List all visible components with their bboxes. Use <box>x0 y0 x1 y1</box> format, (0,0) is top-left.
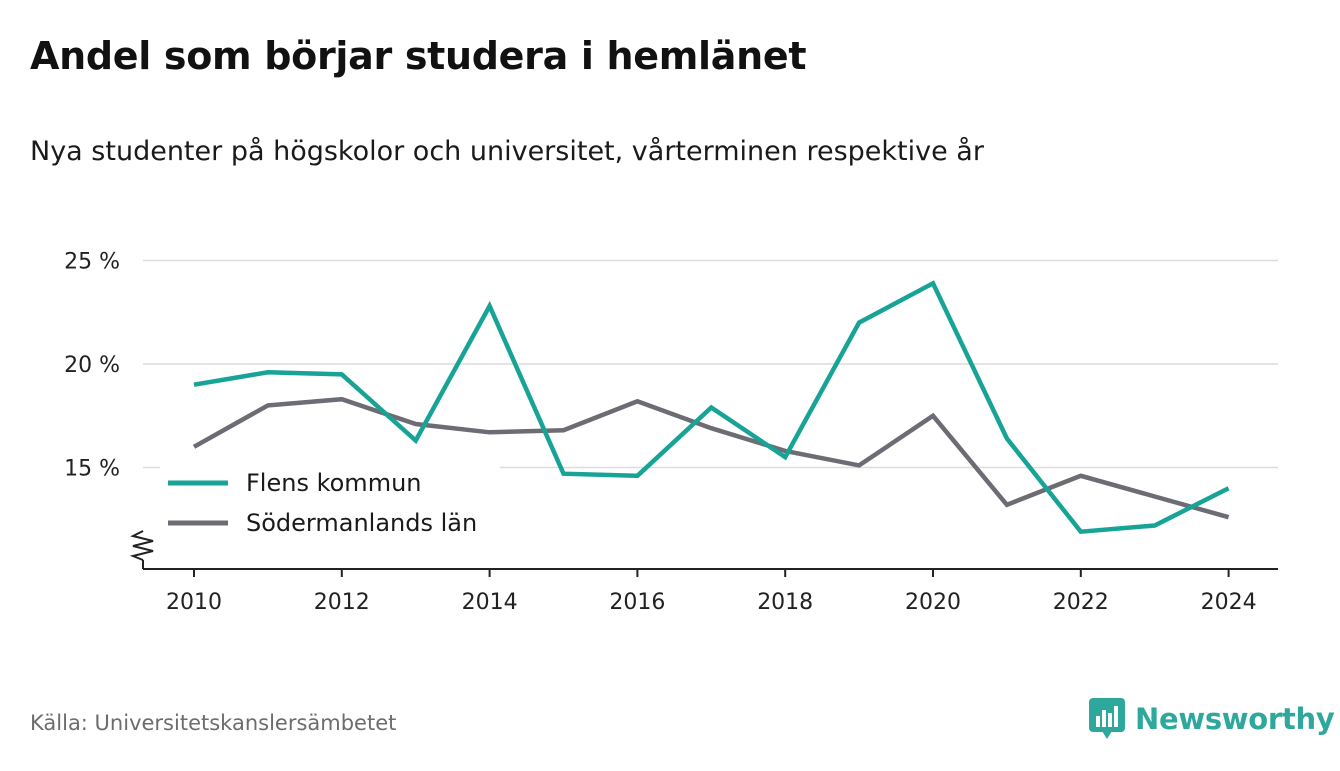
chart-title: Andel som börjar studera i hemlänet <box>30 34 807 78</box>
y-tick-label: 15 % <box>64 457 120 482</box>
x-tick-label: 2010 <box>166 590 222 615</box>
x-tick-label: 2018 <box>757 590 813 615</box>
x-tick-label: 2014 <box>462 590 518 615</box>
chart-subtitle: Nya studenter på högskolor och universit… <box>30 136 984 167</box>
legend-label: Flens kommun <box>246 469 422 497</box>
x-tick-label: 2024 <box>1201 590 1257 615</box>
series-line-flens <box>193 280 1230 535</box>
x-tick-label: 2022 <box>1053 590 1109 615</box>
source-note: Källa: Universitetskanslersämbetet <box>30 711 397 735</box>
x-tick-label: 2020 <box>905 590 961 615</box>
legend-label: Södermanlands län <box>246 509 477 537</box>
y-tick-label: 20 % <box>64 353 120 378</box>
y-tick-label: 25 % <box>64 250 120 275</box>
y-axis-break <box>129 530 154 561</box>
brand-name: Newsworthy <box>1135 702 1335 736</box>
legend-background <box>160 461 500 545</box>
newsworthy-logo: Newsworthy <box>1089 698 1335 740</box>
series-line-sodermanland <box>192 396 1230 520</box>
x-tick-label: 2016 <box>609 590 665 615</box>
bar-chart-speech-bubble-icon <box>1089 698 1125 739</box>
x-tick-label: 2012 <box>314 590 370 615</box>
line-chart: 15 % 20 % 25 % 2010 2012 2014 2016 2018 2020 2022… <box>64 250 1278 615</box>
